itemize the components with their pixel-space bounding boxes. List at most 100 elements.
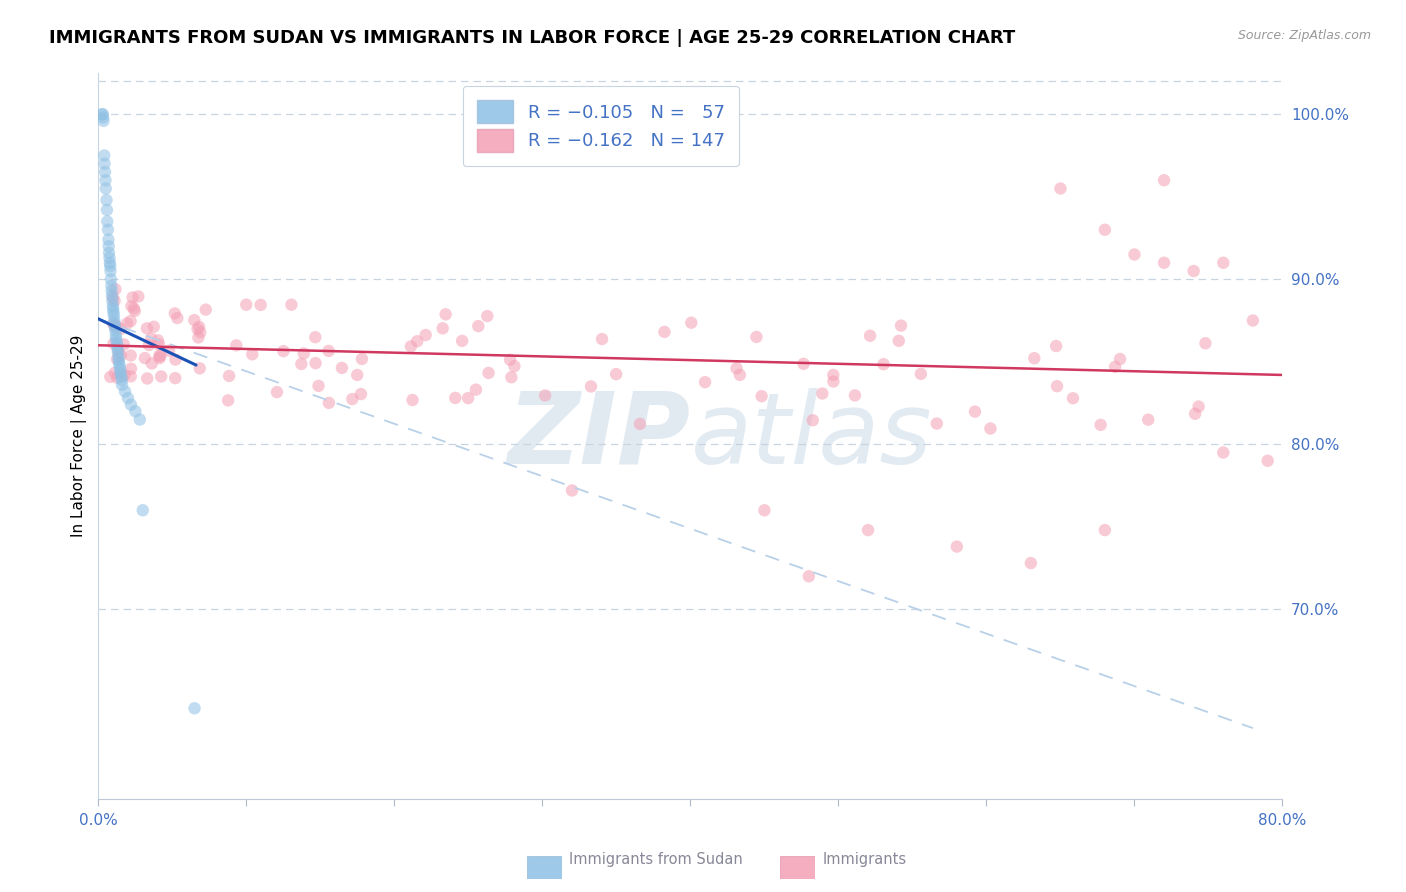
Point [188,361,211,376]
Point [105,352,128,367]
Point [1184,407,1206,421]
Point [187,330,209,344]
Point [100,284,122,298]
Point [97,239,120,253]
Point [104,366,127,380]
Point [135,321,157,335]
Point [280,298,302,312]
Point [101,289,124,303]
Point [124,304,146,318]
Point [146,334,169,348]
Point [107,345,129,359]
Point [108,359,131,374]
Point [399,339,422,353]
Text: Source: ZipAtlas.com: Source: ZipAtlas.com [1237,29,1371,42]
Point [103,336,125,351]
Point [120,349,142,363]
Point [342,392,364,406]
Point [605,367,627,381]
Point [96,202,118,217]
Point [98,245,121,260]
Point [148,351,170,365]
Point [98,256,121,270]
Point [457,391,479,405]
Point [148,337,170,351]
Point [120,361,142,376]
Point [111,377,134,392]
Point [1045,339,1067,353]
Point [141,332,163,346]
Point [188,319,211,334]
Point [434,307,457,321]
Point [134,351,156,365]
Point [444,391,467,405]
Point [107,353,129,368]
Point [1049,181,1071,195]
Point [725,361,748,376]
Point [100,264,122,278]
Point [654,325,676,339]
Point [117,391,139,405]
Point [101,290,124,304]
Point [104,282,127,296]
Point [503,359,526,373]
Point [1257,454,1279,468]
Point [104,328,127,343]
Point [464,383,486,397]
Point [96,193,118,207]
Point [136,371,159,385]
Point [91,107,114,121]
Point [103,309,125,323]
Point [141,356,163,370]
Point [110,363,132,377]
Text: ZIP: ZIP [508,387,690,484]
Point [240,347,263,361]
Point [579,379,602,393]
Point [290,357,312,371]
Point [104,318,127,333]
Point [132,503,155,517]
Point [859,328,882,343]
Point [754,503,776,517]
Point [1212,256,1234,270]
Point [94,165,117,179]
Point [266,385,288,400]
Point [149,349,172,363]
Point [823,375,845,389]
Point [138,338,160,352]
Point [1123,247,1146,261]
Point [628,417,651,431]
Point [110,369,132,384]
Point [104,320,127,334]
Point [217,393,239,408]
Point [872,357,894,371]
Point [1024,351,1046,366]
Point [107,344,129,359]
Point [91,111,114,125]
Point [318,396,340,410]
Point [477,366,499,380]
Point [432,321,454,335]
Point [745,330,768,344]
Point [273,344,295,359]
Point [946,540,969,554]
Point [115,317,138,331]
Point [887,334,910,348]
Point [890,318,912,333]
Point [451,334,474,348]
Point [235,298,257,312]
Point [963,404,986,418]
Point [1094,223,1116,237]
Point [114,384,136,399]
Point [811,386,834,401]
Point [120,314,142,328]
Point [103,305,125,319]
Point [1104,359,1126,374]
Point [350,351,373,366]
Point [1188,400,1211,414]
Point [93,148,115,162]
Point [681,316,703,330]
Point [844,388,866,402]
Point [801,413,824,427]
Point [105,334,128,349]
